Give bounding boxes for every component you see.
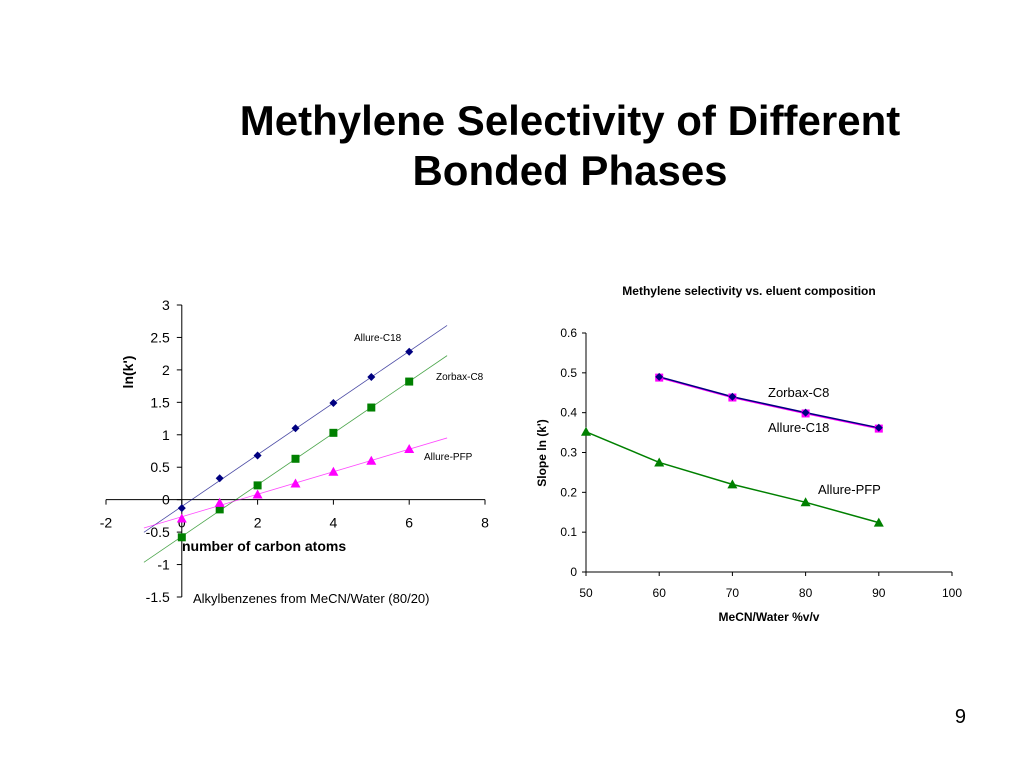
right-chart-xtick-label: 50 <box>579 586 593 600</box>
right-chart-xlabel: MeCN/Water %v/v <box>719 610 820 624</box>
line-allure-c18 <box>659 376 879 429</box>
left-chart-points <box>176 347 415 542</box>
point-allure-pfp <box>290 478 301 488</box>
right-chart-ytick-label: 0 <box>570 565 577 579</box>
left-chart-annotation: Alkylbenzenes from MeCN/Water (80/20) <box>193 591 430 606</box>
point-allure-pfp <box>727 479 738 489</box>
point-zorbax-c8 <box>215 505 224 514</box>
point-allure-c18 <box>215 474 224 483</box>
left-chart-xtick-label: 6 <box>405 515 413 531</box>
point-zorbax-c8 <box>291 454 300 463</box>
right-chart-xtick-label: 90 <box>872 586 886 600</box>
point-allure-pfp <box>873 517 884 527</box>
series-label-allure-pfp-right: Allure-PFP <box>818 482 881 497</box>
point-zorbax-c8 <box>367 403 376 412</box>
right-chart-ytick-label: 0.2 <box>560 485 577 499</box>
point-allure-pfp <box>366 455 377 465</box>
left-chart-ytick-label: 2 <box>162 362 170 378</box>
point-allure-pfp <box>581 426 591 436</box>
point-allure-pfp <box>800 497 811 507</box>
point-allure-c18 <box>329 398 338 407</box>
point-zorbax-c8 <box>177 533 186 542</box>
point-allure-pfp <box>404 444 415 454</box>
right-chart-xtick-label: 80 <box>799 586 813 600</box>
point-allure-c18 <box>177 504 186 513</box>
title-line-1: Methylene Selectivity of Different <box>239 97 901 144</box>
point-zorbax-c8 <box>329 428 338 437</box>
right-chart-ytick-label: 0.1 <box>560 525 577 539</box>
series-label-allure-c18: Allure-C18 <box>354 333 402 344</box>
right-chart-ytick-label: 0.5 <box>560 366 577 380</box>
left-chart-trendlines <box>143 325 448 563</box>
point-allure-c18 <box>405 347 414 356</box>
left-chart-xtick-label: 0 <box>178 515 186 531</box>
line-zorbax-c8 <box>659 376 879 430</box>
right-chart-xtick-label: 70 <box>726 586 740 600</box>
left-chart-ytick-label: 2.5 <box>150 329 170 345</box>
point-allure-c18 <box>253 451 262 460</box>
point-allure-c18 <box>874 423 883 432</box>
point-allure-c18 <box>801 408 810 417</box>
series-label-allure-pfp: Allure-PFP <box>424 452 473 463</box>
point-allure-pfp <box>214 497 225 507</box>
point-allure-c18 <box>291 424 300 433</box>
right-chart-ylabel: Slope ln (k') <box>535 419 549 487</box>
left-chart-xtick-label: -2 <box>100 515 113 531</box>
left-chart-ytick-label: -1 <box>157 557 170 573</box>
right-chart-axes: 0.6 0.5 0.4 0.3 0.2 0.1 050 60 70 80 90 100 <box>560 326 962 600</box>
left-chart-ytick-label: 1 <box>162 427 170 443</box>
left-chart-xtick-label: 2 <box>254 515 262 531</box>
left-chart-xlabel: number of carbon atoms <box>182 538 346 554</box>
point-allure-c18 <box>367 373 376 382</box>
point-allure-pfp <box>328 466 339 476</box>
right-chart-xtick-label: 60 <box>653 586 667 600</box>
point-allure-pfp <box>176 513 187 523</box>
series-label-allure-c18-right: Allure-C18 <box>768 420 829 435</box>
right-chart-points <box>581 372 884 527</box>
page-number: 9 <box>954 706 966 728</box>
right-chart-ytick-label: 0.4 <box>560 406 577 420</box>
point-zorbax-c8 <box>253 481 262 490</box>
point-allure-pfp <box>252 489 263 499</box>
title-line-2: Bonded Phases <box>412 147 728 194</box>
series-label-zorbax-c8-right: Zorbax-C8 <box>768 385 829 400</box>
right-chart: Methylene selectivity vs. eluent composi… <box>535 284 962 624</box>
right-chart-ytick-label: 0.6 <box>560 326 577 340</box>
left-chart-ylabel: ln(k') <box>120 356 136 389</box>
point-zorbax-c8 <box>405 377 414 386</box>
left-chart-ytick-label: 3 <box>162 297 170 313</box>
right-chart-xtick-label: 100 <box>942 586 962 600</box>
left-chart-xtick-label: 8 <box>481 515 489 531</box>
left-chart-ytick-label: 0.5 <box>150 459 170 475</box>
point-allure-pfp <box>654 457 665 467</box>
point-allure-c18 <box>728 392 737 401</box>
line-allure-pfp <box>585 431 880 524</box>
right-chart-title: Methylene selectivity vs. eluent composi… <box>622 284 875 298</box>
right-chart-ytick-label: 0.3 <box>560 446 577 460</box>
point-allure-c18 <box>655 372 664 381</box>
slide-title: Methylene Selectivity of Different Bonde… <box>150 96 990 196</box>
left-chart-xtick-label: 4 <box>330 515 338 531</box>
left-chart-ytick-label: 0 <box>162 492 170 508</box>
left-chart: 3 2.5 2 1.5 1 0.5 0 -0.5 -1 -1.5 -2 0 2 4 6 8 number of… <box>100 297 489 606</box>
left-chart-axes: 3 2.5 2 1.5 1 0.5 0 -0.5 -1 -1.5 -2 0 2 4 6 8 <box>100 297 489 605</box>
left-chart-ytick-label: -1.5 <box>146 589 170 605</box>
series-label-zorbax-c8: Zorbax-C8 <box>436 372 484 383</box>
left-chart-ytick-label: 1.5 <box>150 394 170 410</box>
left-chart-ytick-label: -0.5 <box>146 524 170 540</box>
